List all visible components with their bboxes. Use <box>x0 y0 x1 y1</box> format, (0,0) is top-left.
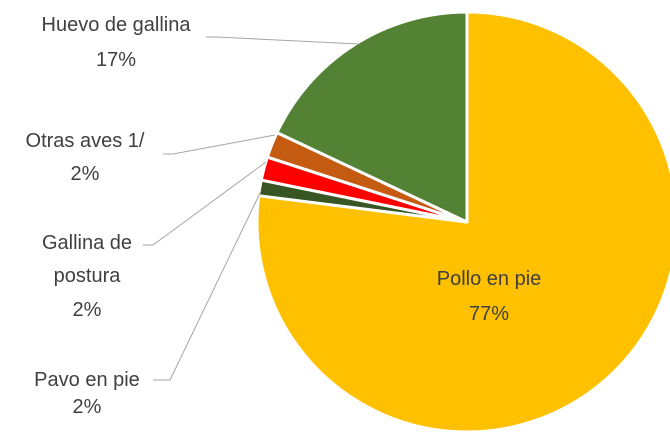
data-label-pct-pavo-en-pie: 2% <box>73 396 102 418</box>
leader-line-gallina-de-postura <box>143 161 267 246</box>
leader-line-huevo-de-gallina <box>206 36 360 45</box>
data-label-pct-pollo-en-pie: 77% <box>469 303 509 325</box>
data-label-pct-otras-aves-1: 2% <box>71 163 100 185</box>
data-label-pct-gallina-de-postura: 2% <box>73 299 102 321</box>
data-label-gallina-de-postura-0: Gallina de <box>42 232 132 254</box>
data-label-pavo-en-pie-0: Pavo en pie <box>34 369 140 391</box>
data-label-huevo-de-gallina-0: Huevo de gallina <box>42 14 192 36</box>
pie-slice-huevo-de-gallina <box>275 10 469 224</box>
data-label-pollo-en-pie-0: Pollo en pie <box>437 268 542 290</box>
data-label-gallina-de-postura-1: postura <box>54 265 122 287</box>
data-label-pct-huevo-de-gallina: 17% <box>96 49 136 71</box>
leader-line-pavo-en-pie <box>153 190 262 381</box>
data-label-otras-aves-1-0: Otras aves 1/ <box>26 130 145 152</box>
leader-line-otras-aves-1 <box>163 134 276 155</box>
